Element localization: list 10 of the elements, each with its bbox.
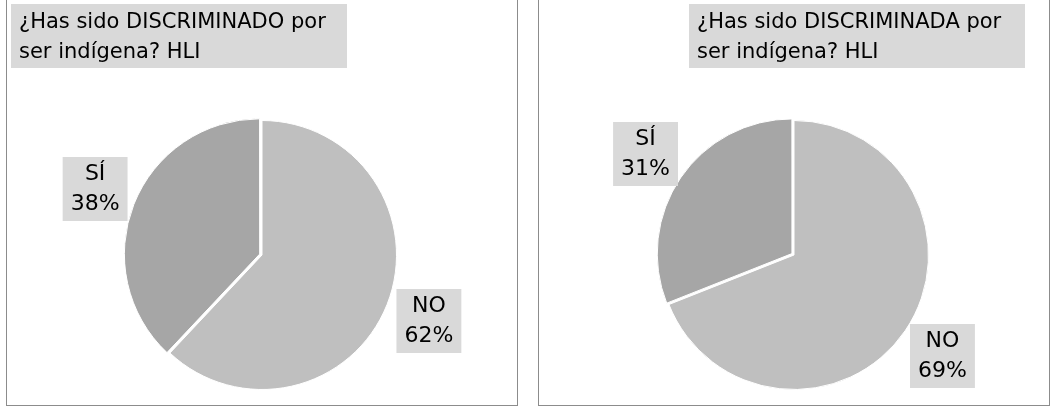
- slice-label: SÍ: [635, 124, 656, 150]
- data-label: 38%: [70, 189, 120, 215]
- slice-label: SÍ: [84, 159, 106, 185]
- data-label: 62%: [404, 321, 454, 347]
- data-label: 31%: [621, 154, 670, 180]
- chart-title: ¿Has sido DISCRIMINADA por ser indígena? HLI: [689, 4, 1025, 68]
- slice-label: NO: [412, 291, 446, 317]
- chart-title: ¿Has sido DISCRIMINADO por ser indígena? HLI: [11, 4, 347, 68]
- slice-label: NO: [925, 326, 960, 352]
- data-label: 69%: [918, 356, 967, 382]
